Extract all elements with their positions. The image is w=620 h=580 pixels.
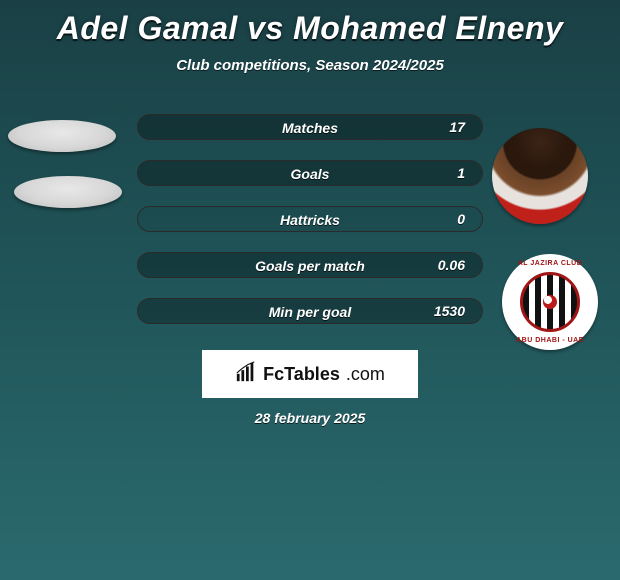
stat-value-right: 0	[457, 206, 465, 232]
stat-value-right: 17	[449, 114, 465, 140]
stat-value-right: 1530	[434, 298, 465, 324]
stat-row: Goals per match 0.06	[0, 252, 620, 282]
stat-label: Matches	[138, 115, 482, 139]
stat-label: Min per goal	[138, 299, 482, 323]
stat-value-right: 0.06	[438, 252, 465, 278]
site-branding: FcTables .com	[202, 350, 418, 398]
stat-bar: Min per goal	[137, 298, 483, 324]
comparison-date: 28 february 2025	[0, 410, 620, 426]
bar-chart-icon	[235, 361, 257, 388]
stat-label: Goals per match	[138, 253, 482, 277]
stat-row: Min per goal 1530	[0, 298, 620, 328]
branding-text-2: .com	[346, 364, 385, 385]
stat-bar: Goals per match	[137, 252, 483, 278]
club-name-bot: ABU DHABI - UAE	[502, 337, 598, 344]
stat-bar: Hattricks	[137, 206, 483, 232]
comparison-infographic: Adel Gamal vs Mohamed Elneny Club compet…	[0, 0, 620, 580]
stat-row: Hattricks 0	[0, 206, 620, 236]
stat-label: Goals	[138, 161, 482, 185]
stat-bar: Matches	[137, 114, 483, 140]
stat-value-right: 1	[457, 160, 465, 186]
stat-label: Hattricks	[138, 207, 482, 231]
stat-row: Goals 1	[0, 160, 620, 190]
branding-text-1: FcTables	[263, 364, 340, 385]
stat-row: Matches 17	[0, 114, 620, 144]
page-title: Adel Gamal vs Mohamed Elneny	[0, 0, 620, 47]
stat-bar: Goals	[137, 160, 483, 186]
page-subtitle: Club competitions, Season 2024/2025	[0, 57, 620, 74]
